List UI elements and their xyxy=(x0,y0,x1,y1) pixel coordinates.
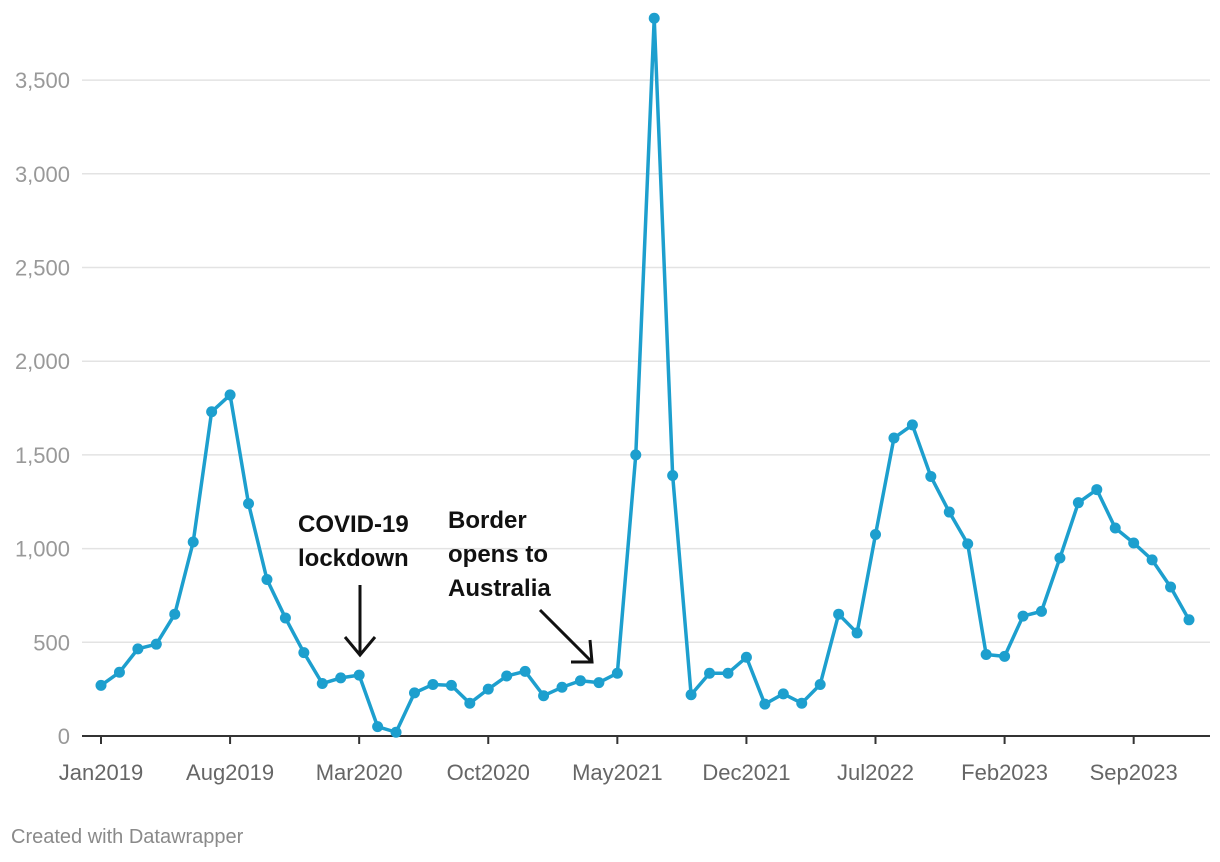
data-point xyxy=(390,726,402,738)
y-tick-label: 2,000 xyxy=(15,349,70,374)
y-axis-labels: 0 500 1,000 1,500 2,000 2,500 3,000 3,500 xyxy=(15,68,70,749)
y-tick-label: 1,500 xyxy=(15,443,70,468)
data-point xyxy=(704,667,716,679)
data-point xyxy=(888,432,900,444)
data-point xyxy=(925,470,937,482)
data-point xyxy=(667,470,679,482)
data-point xyxy=(1035,605,1047,617)
data-point xyxy=(1128,537,1140,549)
annotation-border: Border opens to Australia xyxy=(448,507,555,602)
data-point xyxy=(1165,581,1177,593)
y-tick-label: 3,000 xyxy=(15,162,70,187)
data-point xyxy=(630,449,642,461)
data-point xyxy=(316,678,328,690)
data-point xyxy=(777,688,789,700)
data-point xyxy=(150,638,162,650)
x-tick-label: Feb2023 xyxy=(961,760,1048,785)
data-point xyxy=(1072,497,1084,509)
data-point xyxy=(722,667,734,679)
y-tick-label: 2,500 xyxy=(15,256,70,281)
data-point xyxy=(279,612,291,624)
data-point xyxy=(243,498,255,510)
y-tick-label: 3,500 xyxy=(15,68,70,93)
data-point xyxy=(851,627,863,639)
arrow-diagonal-icon xyxy=(538,608,594,664)
data-point xyxy=(538,690,550,702)
arrow-down-icon xyxy=(343,585,377,658)
footer-credit: Created with Datawrapper xyxy=(11,826,244,848)
data-point xyxy=(408,687,420,699)
data-point xyxy=(1146,554,1158,566)
y-tick-label: 1,000 xyxy=(15,537,70,562)
y-tick-label: 500 xyxy=(33,630,70,655)
data-point xyxy=(261,574,273,586)
data-point xyxy=(870,529,882,541)
data-point xyxy=(648,12,660,24)
annotation-covid-line-2: lockdown xyxy=(298,545,409,572)
series-line-path xyxy=(99,16,1191,734)
data-point xyxy=(95,679,107,691)
annotation-border-line-3: Australia xyxy=(448,575,551,602)
data-point xyxy=(113,666,125,678)
data-point xyxy=(169,608,181,620)
gridlines xyxy=(82,79,1210,644)
data-point xyxy=(1054,552,1066,564)
data-point xyxy=(1017,610,1029,622)
data-point xyxy=(593,677,605,689)
x-tick-label: Jan2019 xyxy=(59,760,143,785)
data-point xyxy=(335,672,347,684)
data-point xyxy=(1109,522,1121,534)
data-point xyxy=(501,670,513,682)
series-line xyxy=(99,16,1191,734)
data-point xyxy=(372,721,384,733)
data-point xyxy=(906,419,918,431)
x-tick-label: Oct2020 xyxy=(447,760,530,785)
x-tick-label: Jul2022 xyxy=(837,760,914,785)
data-point xyxy=(132,643,144,655)
data-point xyxy=(298,647,310,659)
annotation-border-line-1: Border xyxy=(448,507,527,534)
data-point xyxy=(206,406,218,418)
data-point xyxy=(943,506,955,518)
data-point xyxy=(740,651,752,663)
data-point xyxy=(187,536,199,548)
data-point xyxy=(814,678,826,690)
data-point xyxy=(556,681,568,693)
data-point xyxy=(1183,614,1195,626)
data-point xyxy=(353,669,365,681)
x-tick-label: Aug2019 xyxy=(186,760,274,785)
data-point xyxy=(833,608,845,620)
data-point xyxy=(685,689,697,701)
x-tick-label: May2021 xyxy=(572,760,663,785)
data-point xyxy=(980,648,992,660)
data-point xyxy=(1091,484,1103,496)
annotation-covid: COVID-19 lockdown xyxy=(298,511,415,572)
x-tick-label: Mar2020 xyxy=(316,760,403,785)
series-points xyxy=(95,12,1195,738)
data-point xyxy=(962,538,974,550)
data-point xyxy=(224,389,236,401)
data-point xyxy=(759,698,771,710)
data-point xyxy=(999,650,1011,662)
data-point xyxy=(445,679,457,691)
data-point xyxy=(427,678,439,690)
data-point xyxy=(611,667,623,679)
data-point xyxy=(796,697,808,709)
x-tick-label: Sep2023 xyxy=(1090,760,1178,785)
data-point xyxy=(519,665,531,677)
annotation-border-line-2: opens to xyxy=(448,541,548,568)
annotations: COVID-19 lockdown Border opens to Austra… xyxy=(298,507,594,664)
data-point xyxy=(464,697,476,709)
annotation-covid-line-1: COVID-19 xyxy=(298,511,409,538)
data-point xyxy=(482,683,494,695)
x-axis-ticks: Jan2019 Aug2019 Mar2020 Oct2020 May2021 Dec20… xyxy=(59,736,1178,785)
x-tick-label: Dec2021 xyxy=(702,760,790,785)
y-tick-label: 0 xyxy=(58,724,70,749)
data-point xyxy=(574,675,586,687)
